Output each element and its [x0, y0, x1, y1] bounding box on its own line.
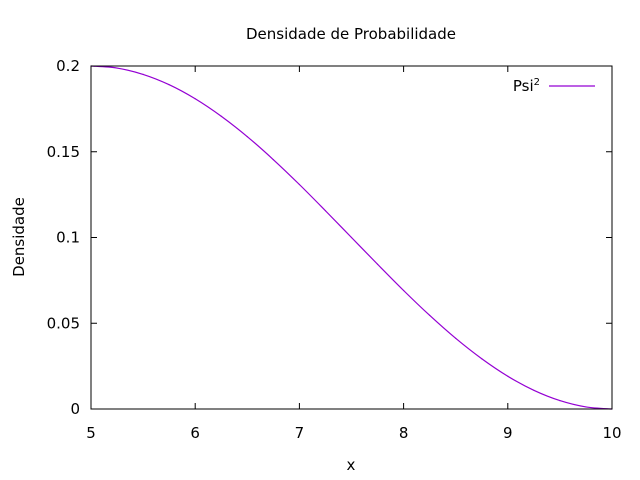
data-point — [246, 136, 248, 138]
chart-title: Densidade de Probabilidade — [246, 25, 456, 43]
data-point — [481, 358, 483, 360]
y-tick-label: 0.15 — [47, 143, 80, 161]
legend-series-name: Psi — [513, 77, 534, 95]
x-tick-label: 5 — [86, 424, 96, 442]
data-point — [324, 210, 327, 212]
data-point — [533, 389, 535, 391]
data-point — [455, 337, 457, 339]
data-point — [559, 399, 561, 402]
data-point — [272, 159, 274, 161]
y-tick-label: 0.2 — [56, 57, 80, 75]
y-tick-label: 0.05 — [47, 314, 80, 332]
x-tick-label: 8 — [399, 424, 409, 442]
legend: Psi2 — [513, 77, 595, 95]
y-axis-label: Densidade — [10, 197, 28, 277]
data-point — [403, 289, 405, 292]
data-point — [116, 67, 118, 69]
x-axis-label: x — [347, 456, 356, 474]
data-point — [585, 406, 587, 408]
data-point — [168, 84, 170, 86]
data-point — [142, 73, 144, 76]
data-point — [350, 236, 353, 239]
x-tick-label: 7 — [295, 424, 305, 442]
plot-area-border — [90, 65, 613, 410]
data-point — [376, 263, 379, 265]
data-point — [429, 314, 431, 316]
legend-entry-label: Psi2 — [513, 77, 540, 95]
data-point — [507, 375, 509, 377]
x-tick-label: 6 — [190, 424, 200, 442]
legend-series-superscript: 2 — [534, 77, 540, 88]
x-tick-label: 10 — [602, 424, 621, 442]
y-tick-label: 0 — [70, 400, 80, 418]
data-point — [298, 183, 300, 186]
data-point — [220, 115, 222, 117]
y-tick-label: 0.1 — [56, 229, 80, 247]
x-tick-label: 9 — [503, 424, 513, 442]
data-point — [194, 98, 196, 100]
tick-labels-layer: 5 6 7 8 9 10 0 0.05 0.1 0.15 0.2 — [47, 57, 622, 442]
